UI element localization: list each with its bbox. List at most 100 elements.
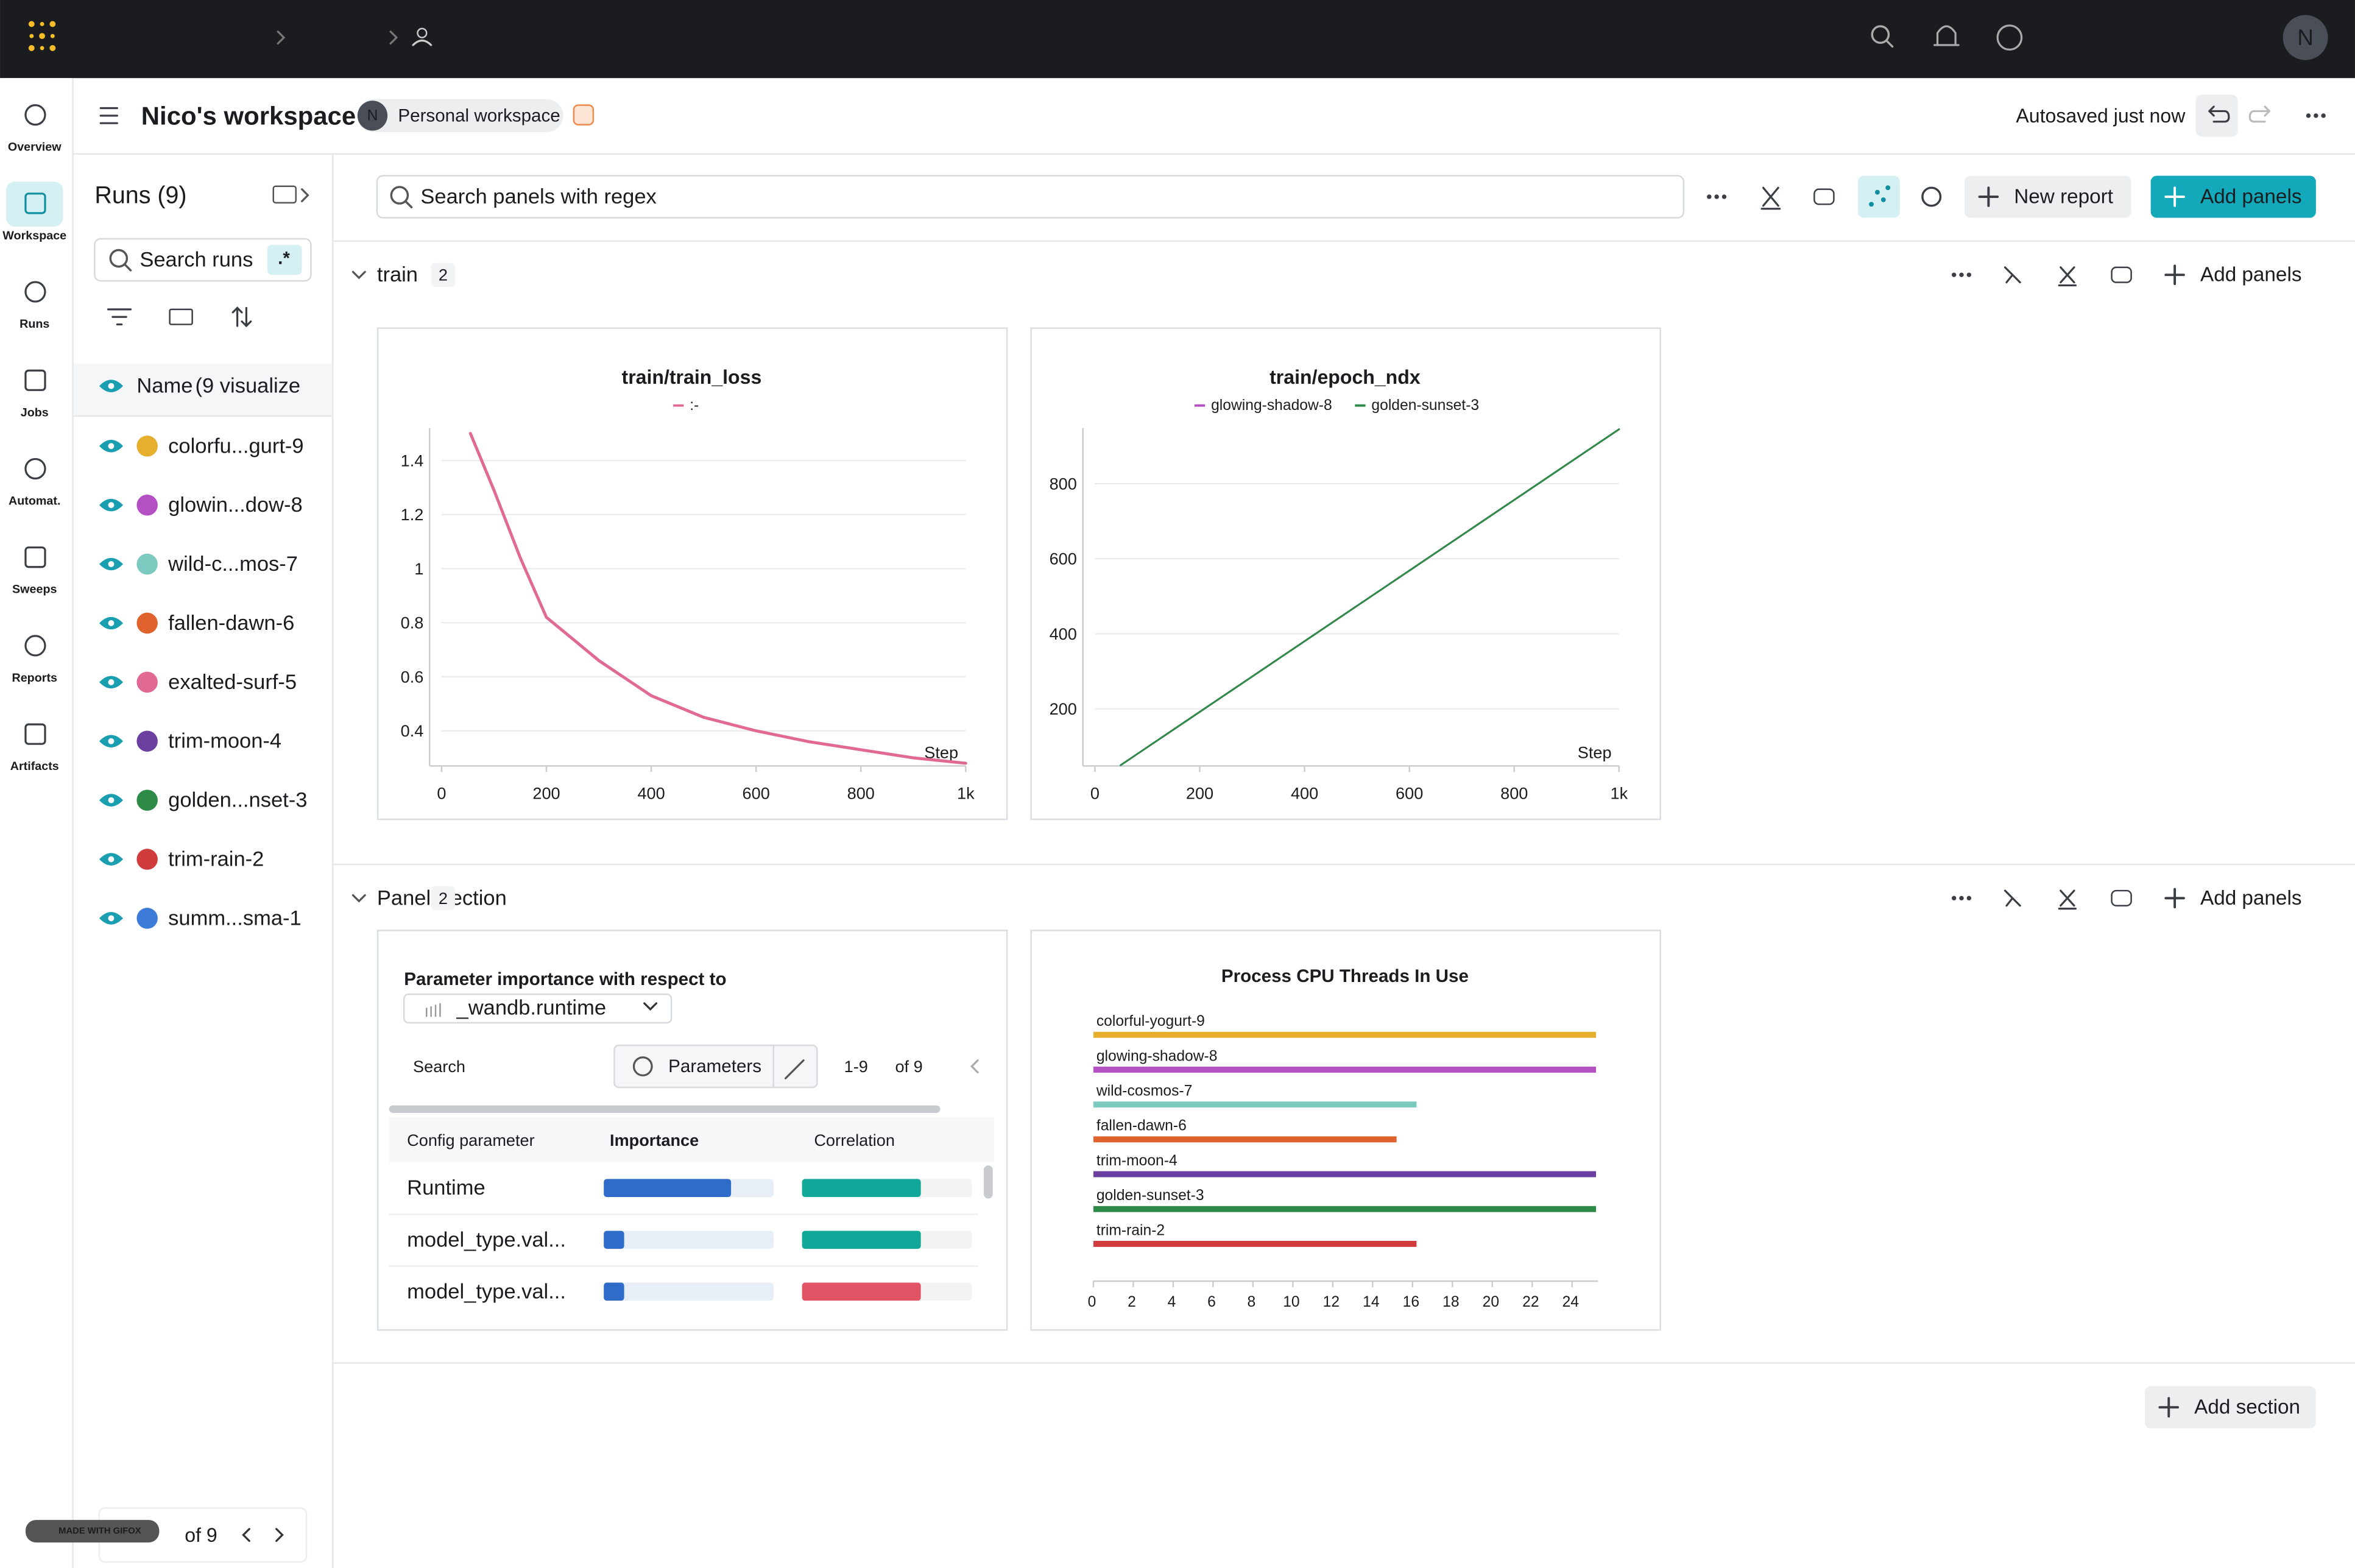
eye-pupil (108, 443, 115, 449)
logo-dot (40, 22, 44, 26)
undo-button[interactable] (2196, 94, 2238, 136)
add-panels-label: Add panels (2200, 185, 2301, 208)
correlation-bar (802, 1179, 921, 1197)
run-color (136, 436, 158, 457)
xaxis-icon (2059, 267, 2075, 286)
section-name[interactable]: train (377, 263, 418, 286)
section-count: 2 (439, 889, 448, 908)
parameter-name: Runtime (407, 1176, 485, 1199)
run-name[interactable]: summ...sma-1 (168, 906, 302, 930)
run-color (136, 495, 158, 516)
pin-icon (2005, 891, 2021, 906)
x-tick-label: 600 (743, 783, 770, 802)
dot-icon (1952, 272, 1956, 277)
column-header: Config parameter (407, 1131, 534, 1150)
correlation-bar (802, 1283, 921, 1301)
dot-icon (1967, 272, 1971, 277)
run-color (136, 908, 158, 929)
smooth-icon (2112, 267, 2131, 283)
report-icon (574, 105, 593, 125)
x-tick-label: 0 (1090, 783, 1100, 802)
logo-dot (29, 34, 34, 38)
x-tick-label: 12 (1323, 1294, 1340, 1310)
autosave-status: Autosaved just now (2016, 105, 2186, 127)
x-tick-label: 0 (437, 783, 446, 802)
eye-pupil (108, 561, 115, 567)
x-tick-label: 200 (1186, 783, 1213, 802)
importance-bar (604, 1283, 624, 1301)
run-name[interactable]: wild-c...mos-7 (168, 553, 298, 576)
breadcrumb[interactable]: Projects (299, 26, 375, 49)
dot-icon (1714, 194, 1718, 199)
eye-pupil (108, 383, 115, 389)
runs-name-note: (9 visualize (196, 375, 301, 398)
x-tick-label: 22 (1522, 1294, 1539, 1310)
workspace-title: Nico's workspace (141, 101, 356, 130)
pin-icon (2005, 267, 2021, 283)
bar-category: wild-cosmos-7 (1096, 1082, 1192, 1099)
dot-icon (1722, 194, 1726, 199)
y-tick-label: 400 (1050, 624, 1077, 643)
dot-icon (2306, 113, 2311, 118)
avatar-initial: N (2297, 25, 2314, 50)
x-tick-label: 14 (1363, 1294, 1379, 1310)
run-name[interactable]: exalted-surf-5 (168, 671, 297, 694)
logo-dot (29, 45, 35, 51)
x-tick-label: 800 (1500, 783, 1528, 802)
run-color (136, 849, 158, 870)
section-add-panels[interactable]: Add panels (2200, 264, 2301, 286)
run-color (136, 730, 158, 752)
nav-label[interactable]: Automat. (9, 494, 60, 507)
run-name[interactable]: golden...nset-3 (168, 789, 307, 812)
section-add-panels[interactable]: Add panels (2200, 887, 2301, 909)
bar-category: golden-sunset-3 (1096, 1187, 1204, 1204)
breadcrumb[interactable]: smle-reg-team-2 (110, 26, 264, 49)
bar (1093, 1101, 1416, 1107)
x-tick-label: 16 (1403, 1294, 1419, 1310)
table-icon (274, 186, 296, 203)
settings-icon (1922, 188, 1941, 206)
filter-icon (108, 309, 131, 325)
y-tick-label: 1.4 (401, 451, 424, 470)
nav-label[interactable]: Reports (12, 671, 57, 685)
run-name[interactable]: glowin...dow-8 (168, 493, 303, 517)
nav-label[interactable]: Artifacts (10, 760, 59, 773)
chart-title: train/train_loss (622, 366, 762, 388)
x-tick-label: 600 (1396, 783, 1423, 802)
scatter-icon (1881, 197, 1886, 202)
run-name[interactable]: trim-moon-4 (168, 730, 281, 753)
bar-category: glowing-shadow-8 (1096, 1048, 1218, 1064)
nav-label[interactable]: Runs (19, 317, 49, 331)
eye-pupil (108, 679, 115, 685)
x-tick-label: 4 (1168, 1294, 1176, 1310)
panel-search-placeholder: Search panels with regex (420, 185, 656, 208)
scatter-icon (1875, 190, 1880, 195)
nav-label[interactable]: Jobs (21, 406, 49, 419)
parameters-label: Parameters (668, 1056, 761, 1076)
menu-icon (101, 108, 117, 124)
chevron-icon (353, 272, 365, 278)
group-icon (170, 309, 192, 325)
run-name[interactable]: fallen-dawn-6 (168, 612, 294, 635)
eye-pupil (108, 797, 115, 803)
run-name[interactable]: colorfu...gurt-9 (168, 434, 303, 457)
run-name[interactable]: trim-rain-2 (168, 848, 264, 871)
runs-title: Runs (9) (94, 182, 186, 209)
legend-label: glowing-shadow-8 (1211, 397, 1332, 414)
breadcrumb[interactable]: zoo_experiment (440, 26, 600, 49)
logo-dot (49, 21, 55, 27)
scatter-toggle[interactable] (1858, 175, 1900, 217)
redo-icon (2250, 107, 2269, 122)
nav-label[interactable]: Sweeps (12, 583, 57, 596)
x-axis-label: Step (1578, 743, 1612, 762)
importance-track (604, 1231, 774, 1249)
x-tick-label: 1k (957, 783, 975, 802)
chevron-icon (302, 189, 308, 202)
x-tick-label: 0 (1088, 1294, 1096, 1310)
nav-label[interactable]: Workspace (2, 229, 66, 242)
importance-track (604, 1283, 774, 1301)
nav-label[interactable]: Overview (8, 141, 62, 154)
correlation-bar (802, 1231, 921, 1249)
logo-dot (49, 45, 55, 51)
